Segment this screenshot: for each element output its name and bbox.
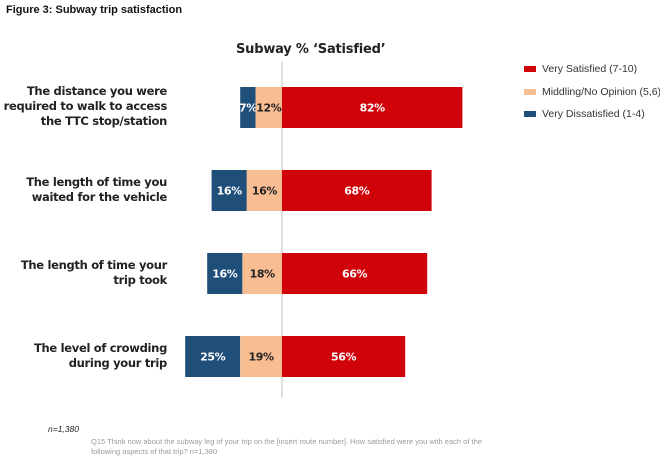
bar-segment bbox=[246, 170, 282, 211]
category-label: The length of time your trip took bbox=[0, 258, 167, 288]
figure-title: Figure 3: Subway trip satisfaction bbox=[6, 4, 183, 16]
category-label: The length of time you waited for the veh… bbox=[0, 175, 167, 205]
bar-segment bbox=[282, 87, 463, 128]
bar-segment bbox=[240, 336, 282, 377]
data-label: 19% bbox=[249, 351, 275, 364]
bar-segment bbox=[240, 87, 256, 128]
bar-segment bbox=[282, 170, 432, 211]
data-label: 82% bbox=[360, 102, 386, 115]
bars-group: 7% 12% 82% 16% 16% 68% 16% 18% 66% 25% 19% 56% bbox=[185, 87, 463, 377]
category-label-line: The level of crowding bbox=[33, 340, 167, 355]
category-label-line: waited for the vehicle bbox=[31, 189, 168, 204]
data-label: 18% bbox=[250, 268, 276, 281]
data-label: 12% bbox=[256, 102, 282, 115]
bar-segment bbox=[185, 336, 241, 377]
data-label: 56% bbox=[331, 351, 357, 364]
legend-swatch-very-satisfied bbox=[524, 66, 536, 72]
question-footnote: Q15 Think now about the subway leg of yo… bbox=[91, 437, 482, 456]
data-label: 7% bbox=[239, 102, 257, 115]
bar-segment bbox=[211, 170, 247, 211]
legend-swatch-very-dissatisfied bbox=[524, 111, 536, 117]
legend-item-very-dissatisfied: Very Dissatisfied (1-4) bbox=[522, 108, 660, 121]
category-label-line: The distance you were bbox=[26, 84, 167, 98]
category-label-line: The length of time your bbox=[20, 257, 167, 272]
bar-segment bbox=[255, 87, 282, 128]
category-label-line: required to walk to access bbox=[3, 99, 168, 113]
data-label: 66% bbox=[342, 268, 368, 281]
category-label-line: during your trip bbox=[68, 355, 168, 370]
category-label-line: the TTC stop/station bbox=[40, 114, 168, 128]
data-label: 16% bbox=[212, 268, 238, 281]
bar-segment bbox=[242, 253, 282, 294]
bar-segment bbox=[207, 253, 243, 294]
data-label: 68% bbox=[344, 185, 370, 198]
legend-swatch-middling bbox=[524, 89, 536, 95]
legend: Very Satisfied (7-10) Middling/No Opinio… bbox=[522, 63, 660, 131]
chart-title: Subway % ‘Satisfied’ bbox=[236, 42, 386, 57]
bar-segment bbox=[282, 253, 428, 294]
category-label: The level of crowding during your trip bbox=[0, 341, 167, 371]
sample-size-note: n=1,380 bbox=[48, 424, 79, 434]
data-label: 16% bbox=[217, 185, 243, 198]
category-label: The distance you were required to walk to… bbox=[0, 84, 168, 129]
category-label-line: The length of time you bbox=[26, 174, 167, 189]
data-label: 25% bbox=[200, 351, 226, 364]
data-label: 16% bbox=[252, 185, 278, 198]
legend-label: Very Dissatisfied (1-4) bbox=[542, 108, 645, 120]
legend-label: Very Satisfied (7-10) bbox=[542, 63, 638, 75]
category-label-line: trip took bbox=[113, 272, 167, 287]
bar-segment bbox=[282, 336, 406, 377]
legend-label: Middling/No Opinion (5,6) bbox=[542, 86, 660, 98]
legend-item-middling: Middling/No Opinion (5,6) bbox=[522, 86, 660, 99]
legend-item-very-satisfied: Very Satisfied (7-10) bbox=[522, 63, 660, 76]
